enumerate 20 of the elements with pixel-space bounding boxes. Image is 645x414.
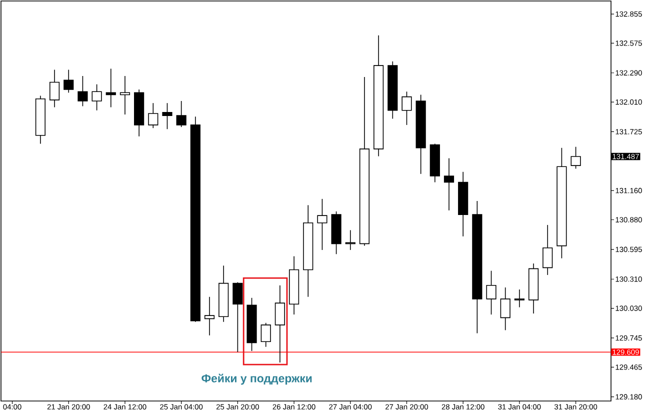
candlestick: [317, 198, 328, 250]
candlestick: [162, 102, 172, 130]
candlestick: [64, 69, 74, 94]
candlestick: [78, 76, 88, 107]
candlestick: [402, 91, 412, 126]
candlestick: [514, 289, 524, 308]
candlestick: [92, 84, 102, 111]
candlestick: [570, 146, 581, 170]
annotation: Фейки у поддержки: [202, 374, 312, 385]
candlestick: [176, 100, 186, 128]
candlestick: [500, 287, 510, 331]
candlestick: [486, 270, 496, 315]
candlestick: [148, 102, 158, 128]
candlestick: [444, 158, 454, 211]
candlestick: [204, 296, 215, 336]
candlestick: [260, 322, 271, 348]
candlestick: [49, 69, 60, 108]
candlestick: [232, 282, 243, 352]
candlestick: [542, 224, 553, 276]
candlestick: [274, 284, 285, 363]
